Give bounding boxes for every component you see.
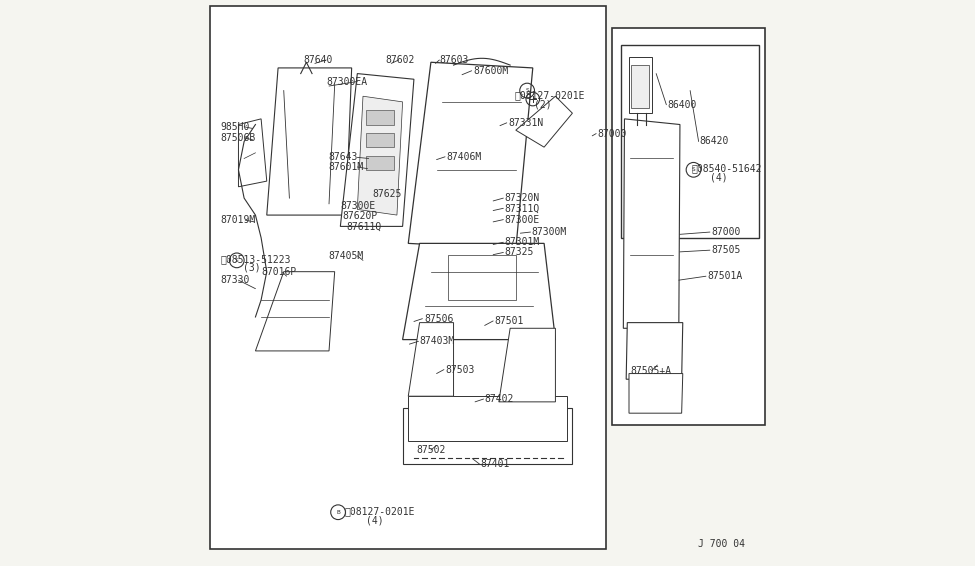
Text: 87016P: 87016P: [261, 267, 296, 277]
Polygon shape: [340, 74, 414, 226]
Text: 87403M: 87403M: [419, 336, 454, 346]
Polygon shape: [403, 408, 572, 464]
Text: 87643: 87643: [328, 152, 357, 162]
Text: 87019M: 87019M: [220, 215, 255, 225]
Polygon shape: [629, 374, 682, 413]
Text: 87501A: 87501A: [707, 271, 742, 281]
Text: 87331N: 87331N: [508, 118, 544, 128]
Text: 87603: 87603: [440, 55, 469, 65]
Polygon shape: [366, 156, 394, 170]
Polygon shape: [357, 96, 403, 215]
Text: 87311Q: 87311Q: [504, 203, 540, 213]
Text: J 700 04: J 700 04: [698, 539, 745, 550]
Text: 87320N: 87320N: [504, 193, 540, 203]
Polygon shape: [366, 110, 394, 125]
Bar: [448, 255, 516, 300]
Polygon shape: [409, 396, 566, 441]
Bar: [612, 28, 764, 424]
Polygon shape: [366, 133, 394, 147]
Text: 87503: 87503: [445, 365, 475, 375]
Text: 87640: 87640: [303, 55, 332, 65]
Text: S: S: [526, 88, 529, 93]
Text: 87301M: 87301M: [504, 237, 540, 247]
Text: 87300EA: 87300EA: [327, 76, 368, 87]
Bar: [631, 65, 649, 108]
Polygon shape: [409, 62, 532, 249]
Text: 87000: 87000: [598, 128, 627, 139]
Text: (4): (4): [366, 516, 383, 526]
Polygon shape: [516, 96, 572, 147]
Text: 87506B: 87506B: [220, 133, 255, 143]
Text: 87401: 87401: [481, 459, 510, 469]
Polygon shape: [499, 328, 556, 402]
Text: 87325: 87325: [504, 247, 534, 258]
Text: 87406M: 87406M: [447, 152, 482, 162]
Text: 87405M: 87405M: [328, 251, 363, 261]
Text: 87330: 87330: [220, 275, 250, 285]
Text: (3): (3): [243, 263, 260, 273]
Polygon shape: [626, 323, 682, 379]
Text: 87601M: 87601M: [328, 162, 363, 172]
Text: 87501: 87501: [494, 316, 524, 326]
Text: ⓒ08127-0201E: ⓒ08127-0201E: [345, 507, 415, 517]
Text: 985H0: 985H0: [220, 122, 250, 132]
Text: 87300E: 87300E: [504, 215, 540, 225]
Text: 87300M: 87300M: [531, 227, 566, 237]
Text: (4): (4): [710, 172, 727, 182]
Text: 86420: 86420: [700, 136, 729, 147]
Text: 87505+A: 87505+A: [630, 366, 671, 376]
Polygon shape: [403, 243, 556, 340]
Text: 87602: 87602: [386, 55, 415, 65]
Text: 87506: 87506: [424, 314, 453, 324]
Text: S: S: [691, 168, 695, 172]
Text: 87300E: 87300E: [340, 201, 375, 211]
Polygon shape: [409, 323, 453, 396]
Text: 87505: 87505: [711, 245, 740, 255]
Text: 87402: 87402: [485, 394, 514, 404]
Text: 87620P: 87620P: [342, 211, 378, 221]
Text: 87611Q: 87611Q: [346, 221, 381, 231]
Polygon shape: [239, 119, 267, 187]
Polygon shape: [629, 57, 651, 113]
Text: (2): (2): [534, 100, 552, 110]
Polygon shape: [623, 119, 680, 328]
Bar: [211, 6, 606, 549]
Bar: [620, 45, 760, 238]
Text: 87502: 87502: [416, 445, 447, 455]
Text: 87600M: 87600M: [473, 66, 509, 76]
Text: S: S: [235, 258, 239, 263]
Text: 87000: 87000: [711, 227, 740, 237]
Polygon shape: [267, 68, 352, 215]
Polygon shape: [255, 272, 334, 351]
Text: 87625: 87625: [372, 188, 402, 199]
Text: Ⓜ08540-51642: Ⓜ08540-51642: [691, 163, 761, 173]
Text: B: B: [336, 510, 340, 514]
Text: Ⓜ08127-0201E: Ⓜ08127-0201E: [515, 90, 585, 100]
Text: Ⓜ08513-51223: Ⓜ08513-51223: [220, 254, 291, 264]
Text: 86400: 86400: [668, 100, 697, 110]
